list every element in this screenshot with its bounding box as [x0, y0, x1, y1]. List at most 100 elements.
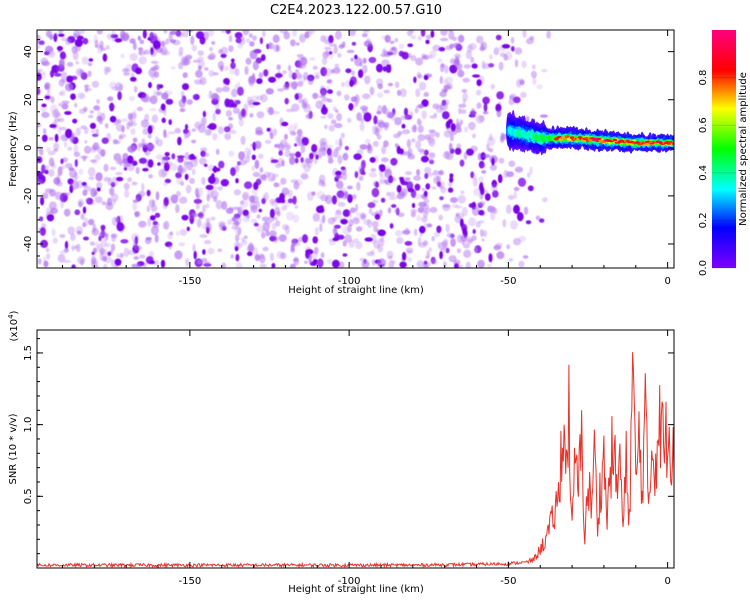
noise-blob: [324, 50, 330, 56]
noise-blob: [309, 57, 316, 61]
noise-blob: [131, 233, 140, 242]
noise-blob: [460, 234, 467, 242]
noise-blob: [134, 210, 141, 218]
noise-blob: [288, 124, 296, 133]
noise-blob: [478, 200, 486, 206]
noise-blob: [322, 35, 330, 42]
noise-blob: [44, 169, 49, 175]
noise-blob: [430, 30, 435, 38]
noise-blob: [191, 168, 196, 176]
noise-blob: [475, 114, 484, 124]
noise-blob: [253, 222, 259, 227]
noise-blob: [305, 158, 314, 164]
noise-blob: [410, 55, 417, 62]
noise-blob: [280, 177, 287, 185]
noise-blob: [447, 187, 454, 193]
noise-blob: [424, 166, 432, 175]
spectrogram-signal: [506, 109, 674, 156]
noise-blob: [203, 163, 208, 167]
noise-blob: [429, 115, 437, 119]
noise-blob: [269, 198, 276, 205]
noise-blob: [215, 87, 223, 93]
noise-blob: [489, 54, 493, 60]
noise-blob: [102, 53, 108, 62]
noise-blob: [274, 143, 281, 148]
noise-blob: [509, 220, 519, 230]
noise-blob: [225, 110, 232, 117]
noise-blob: [425, 183, 431, 190]
noise-blob: [388, 176, 397, 182]
noise-blob: [415, 140, 422, 150]
noise-blob: [289, 130, 296, 136]
noise-blob: [129, 53, 138, 61]
noise-blob: [133, 85, 138, 93]
noise-blob: [363, 30, 370, 33]
noise-blob: [37, 88, 41, 95]
noise-blob: [256, 78, 263, 84]
noise-blob: [66, 75, 74, 83]
noise-blob: [228, 35, 233, 43]
noise-blob: [512, 96, 521, 104]
noise-blob: [332, 259, 340, 268]
noise-blob: [336, 234, 345, 240]
noise-blob: [489, 164, 498, 171]
noise-blob: [379, 164, 386, 172]
noise-blob: [50, 96, 55, 104]
noise-blob: [464, 126, 468, 133]
noise-blob: [109, 115, 117, 123]
noise-blob: [233, 189, 241, 196]
noise-blob: [79, 30, 85, 35]
noise-blob: [291, 238, 298, 247]
noise-blob: [287, 198, 294, 204]
noise-blob: [268, 107, 274, 116]
noise-blob: [448, 30, 455, 40]
noise-blob: [266, 127, 271, 132]
noise-blob: [197, 65, 202, 71]
spectrogram-y-label: Frequency (Hz): [8, 111, 19, 187]
noise-blob: [407, 153, 416, 160]
noise-blob: [535, 215, 541, 221]
noise-blob: [328, 239, 336, 246]
noise-blob: [312, 92, 319, 100]
noise-blob: [82, 206, 87, 214]
noise-blob: [431, 259, 438, 265]
noise-blob: [132, 199, 139, 203]
noise-blob: [472, 177, 478, 187]
noise-blob: [37, 70, 41, 74]
noise-blob: [307, 76, 314, 85]
snr-panel: -150 -100 -50 0 0.5 1.0 1.5 Height of straigh…: [7, 310, 675, 595]
noise-blob: [237, 227, 242, 236]
noise-blob: [416, 215, 422, 222]
noise-blob: [117, 91, 122, 101]
noise-blob: [103, 263, 108, 268]
noise-blob: [470, 56, 475, 64]
noise-blob: [454, 205, 463, 209]
noise-blob: [82, 189, 88, 196]
noise-blob: [294, 143, 298, 147]
noise-blob: [325, 85, 331, 95]
noise-blob: [336, 90, 342, 97]
noise-blob: [487, 263, 492, 268]
noise-blob: [321, 214, 326, 224]
noise-blob: [449, 129, 458, 135]
noise-blob: [178, 99, 186, 108]
noise-blob: [66, 62, 74, 67]
noise-blob: [250, 218, 258, 224]
noise-blob: [157, 162, 161, 166]
noise-blob: [405, 171, 412, 176]
noise-blob: [269, 208, 275, 219]
noise-blob: [361, 33, 368, 38]
noise-blob: [154, 234, 159, 243]
noise-blob: [442, 204, 451, 208]
noise-blob: [132, 137, 138, 143]
noise-blob: [422, 203, 430, 210]
noise-blob: [254, 140, 262, 150]
noise-blob: [202, 152, 210, 158]
noise-blob: [294, 157, 299, 164]
noise-blob: [373, 227, 379, 233]
noise-blob: [386, 250, 394, 260]
noise-blob: [455, 127, 462, 133]
noise-blob: [84, 140, 88, 144]
noise-blob: [191, 139, 197, 144]
noise-blob: [130, 72, 135, 79]
